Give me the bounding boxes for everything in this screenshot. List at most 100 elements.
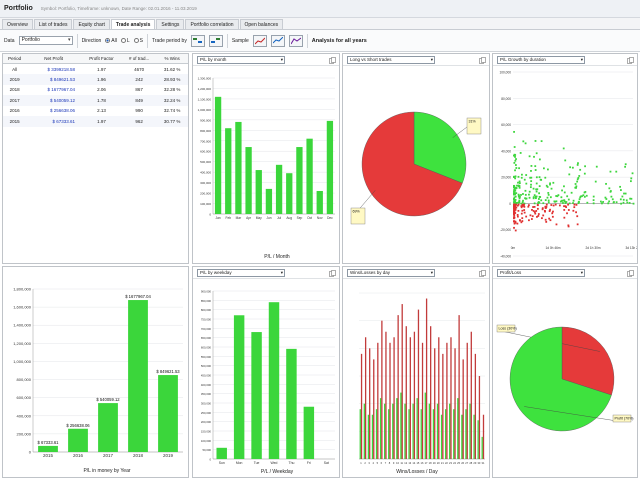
chart-type-dropdown[interactable]: Profit/Loss ▾ (497, 268, 585, 277)
scatter-point (582, 194, 585, 197)
bar (413, 331, 416, 459)
x-tick-label: 6 (381, 461, 383, 465)
bar (389, 342, 391, 459)
y-tick-label: 200,000 (201, 420, 212, 424)
x-tick-label: Sun (219, 461, 225, 465)
table-cell: 32.24 % (156, 95, 188, 106)
y-tick-label: 200,000 (17, 431, 32, 436)
chart-type-dropdown[interactable]: P/L Growth by duration ▾ (497, 55, 585, 64)
tab-list-of-trades[interactable]: List of trades (33, 19, 73, 29)
column-header[interactable]: % Wins (156, 54, 188, 64)
period-close-icon (210, 37, 220, 43)
table-cell: 1.97 (81, 116, 122, 127)
data-label: $ 67333.61 (38, 440, 60, 445)
data-select[interactable]: Portfolio ▾ (18, 36, 73, 45)
y-tick-label: 1,000,000 (13, 359, 32, 364)
tab-portfolio-correlation[interactable]: Portfolio correlation (185, 19, 239, 29)
copy-icon[interactable] (627, 270, 634, 277)
period-open-button[interactable] (190, 34, 205, 47)
scatter-point (581, 195, 583, 198)
x-tick-label: Tue (254, 461, 260, 465)
scatter-point (532, 210, 535, 212)
copy-icon[interactable] (479, 57, 486, 64)
y-tick-label: 1,800,000 (13, 287, 32, 292)
scatter-point (536, 204, 539, 206)
tab-overview[interactable]: Overview (2, 19, 33, 29)
scatter-point (524, 142, 527, 145)
scatter-point (521, 204, 524, 207)
chart-type-dropdown[interactable]: P/L by month ▾ (197, 55, 285, 64)
scatter-point (528, 155, 531, 158)
scatter-point (514, 221, 517, 224)
table-row[interactable]: 2018 $ 1677967.04 2.06 867 32.28 % (3, 85, 188, 96)
tab-trade-analysis[interactable]: Trade analysis (110, 19, 156, 29)
tab-open-balances[interactable]: Open balances (239, 19, 284, 29)
x-tick-label: 2016 (73, 453, 84, 458)
column-header[interactable]: Net Profit (26, 54, 82, 64)
y-tick-label: 1,200,000 (13, 341, 32, 346)
bar (449, 403, 451, 459)
copy-icon[interactable] (329, 57, 336, 64)
scatter-point (530, 165, 533, 167)
scatter-point (524, 197, 527, 200)
table-row[interactable]: 2017 $ 540059.12 1.78 849 32.24 % (3, 95, 188, 106)
scatter-point (538, 198, 540, 200)
direction-long-radio[interactable]: L (120, 38, 130, 44)
scatter-point (535, 195, 538, 198)
bar (425, 298, 428, 459)
bar (326, 120, 334, 214)
scatter-point (576, 215, 579, 218)
y-tick-label: 300,000 (200, 181, 211, 185)
scatter-point (513, 198, 515, 201)
column-header[interactable]: Period (3, 54, 27, 64)
x-tick-label: 28 (469, 461, 472, 465)
direction-label: Direction (81, 37, 102, 44)
bar (303, 406, 315, 459)
copy-icon[interactable] (479, 270, 486, 277)
scatter-point (552, 181, 555, 184)
sample-all-button[interactable] (288, 34, 303, 47)
scatter-point (522, 193, 524, 195)
radio-icon (120, 38, 126, 43)
tab-settings[interactable]: Settings (156, 19, 185, 29)
scatter-point (551, 215, 554, 218)
column-header[interactable]: # of trad... (121, 54, 157, 64)
table-row[interactable]: 2019 $ 849621.53 1.96 242 28.93 % (3, 74, 188, 85)
bar (401, 304, 403, 459)
x-tick-label: 30 (477, 461, 480, 465)
scatter-point (514, 164, 517, 166)
copy-icon[interactable] (329, 270, 336, 277)
x-tick-label: 21 (441, 461, 444, 465)
direction-all-radio[interactable]: All (105, 38, 117, 44)
chart-type-dropdown[interactable]: Long vs Short trades ▾ (347, 55, 435, 64)
table-row[interactable]: All $ 3399218.58 1.97 4670 31.62 % (3, 64, 188, 75)
direction-short-radio[interactable]: S (133, 38, 143, 44)
scatter-point (517, 209, 520, 212)
pl-by-year-chart: P/L in money by Year 0 200,000 400,000 600,… (13, 287, 183, 474)
copy-icon[interactable] (627, 57, 634, 64)
bar (251, 332, 262, 459)
column-header[interactable]: Profit Factor (81, 54, 122, 64)
scatter-point (572, 202, 574, 204)
scatter-point (533, 194, 536, 197)
bar (360, 353, 363, 459)
sample-in-button[interactable] (252, 34, 267, 47)
chart-type-dropdown[interactable]: P/L by weekday ▾ (197, 268, 285, 277)
bar (466, 342, 468, 459)
scatter-point (608, 200, 611, 203)
chart-type-dropdown[interactable]: Wins/Losses by day ▾ (347, 268, 435, 277)
scatter-point (530, 183, 532, 186)
period-close-button[interactable] (208, 34, 223, 47)
pie-slice (361, 111, 463, 217)
table-row[interactable]: 2016 $ 256638.06 2.13 990 32.74 % (3, 106, 188, 117)
scatter-point (567, 209, 570, 211)
y-tick-label: 1,000,000 (198, 108, 212, 112)
scatter-point (515, 201, 518, 204)
table-cell: 30.77 % (156, 116, 188, 127)
data-label: $ 256638.06 (66, 423, 90, 428)
table-row[interactable]: 2015 $ 67333.61 1.97 962 30.77 % (3, 116, 188, 127)
scatter-point (514, 207, 517, 210)
scatter-point (514, 156, 516, 158)
tab-equity-chart[interactable]: Equity chart (73, 19, 110, 29)
sample-out-button[interactable] (270, 34, 285, 47)
